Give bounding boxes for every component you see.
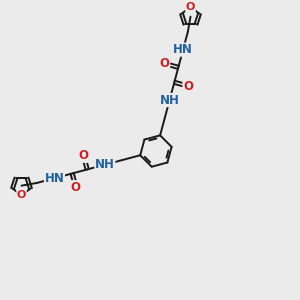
Text: NH: NH bbox=[160, 94, 179, 106]
Text: O: O bbox=[79, 149, 88, 162]
Text: NH: NH bbox=[95, 158, 115, 171]
Text: HN: HN bbox=[45, 172, 64, 185]
Text: O: O bbox=[17, 190, 26, 200]
Text: O: O bbox=[160, 57, 170, 70]
Text: HN: HN bbox=[173, 43, 193, 56]
Text: O: O bbox=[186, 2, 195, 12]
Text: O: O bbox=[183, 80, 193, 92]
Text: O: O bbox=[71, 181, 81, 194]
